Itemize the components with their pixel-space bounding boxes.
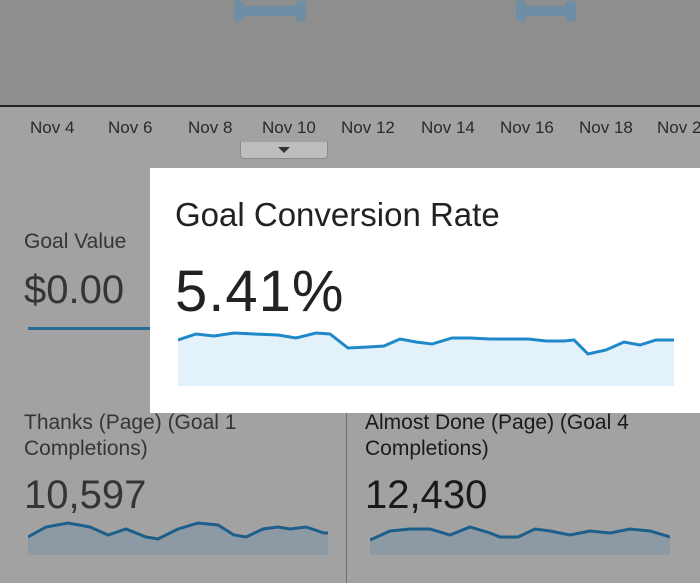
goal-value-number: $0.00 [24,268,125,312]
conversion-sparkline-line [178,331,674,356]
expand-chart-toggle[interactable] [240,142,328,159]
goal1-sparkline-line [28,521,328,541]
goal-conversion-rate-card[interactable]: Goal Conversion Rate 5.41% [150,168,700,413]
goal-value-label: Goal Value [24,230,127,253]
goal-value-sparkline [28,327,153,330]
goal1-completions-value: 10,597 [24,473,147,517]
chart-marker-icon [234,0,306,22]
goal4-completions-title: Almost Done (Page) (Goal 4 Completions) [365,411,629,460]
goal1-completions-title: Thanks (Page) (Goal 1 Completions) [24,411,237,460]
timeline-label: Nov 12 [341,118,395,137]
goal1-sparkline-area [28,523,328,555]
chart-area-top [0,0,700,105]
goal4-sparkline [370,525,670,555]
timeline-label: Nov 4 [30,118,75,137]
timeline-label: Nov 2 [657,118,700,137]
timeline-axis [0,105,700,107]
goal4-sparkline-line [370,525,670,542]
timeline-label: Nov 10 [262,118,316,137]
goal-conversion-rate-title: Goal Conversion Rate [175,196,500,233]
card-divider [346,408,347,583]
conversion-sparkline-area [178,333,674,386]
timeline-label: Nov 14 [421,118,475,137]
chart-marker-icon [516,0,576,22]
goal-conversion-rate-value: 5.41% [175,259,345,324]
goal4-completions-value: 12,430 [365,473,488,517]
chevron-down-icon [278,147,290,153]
timeline-label: Nov 18 [579,118,633,137]
timeline-label: Nov 6 [108,118,153,137]
timeline-label: Nov 8 [188,118,233,137]
goal1-sparkline [28,521,328,555]
timeline-label: Nov 16 [500,118,554,137]
goal-conversion-rate-sparkline [178,331,674,386]
